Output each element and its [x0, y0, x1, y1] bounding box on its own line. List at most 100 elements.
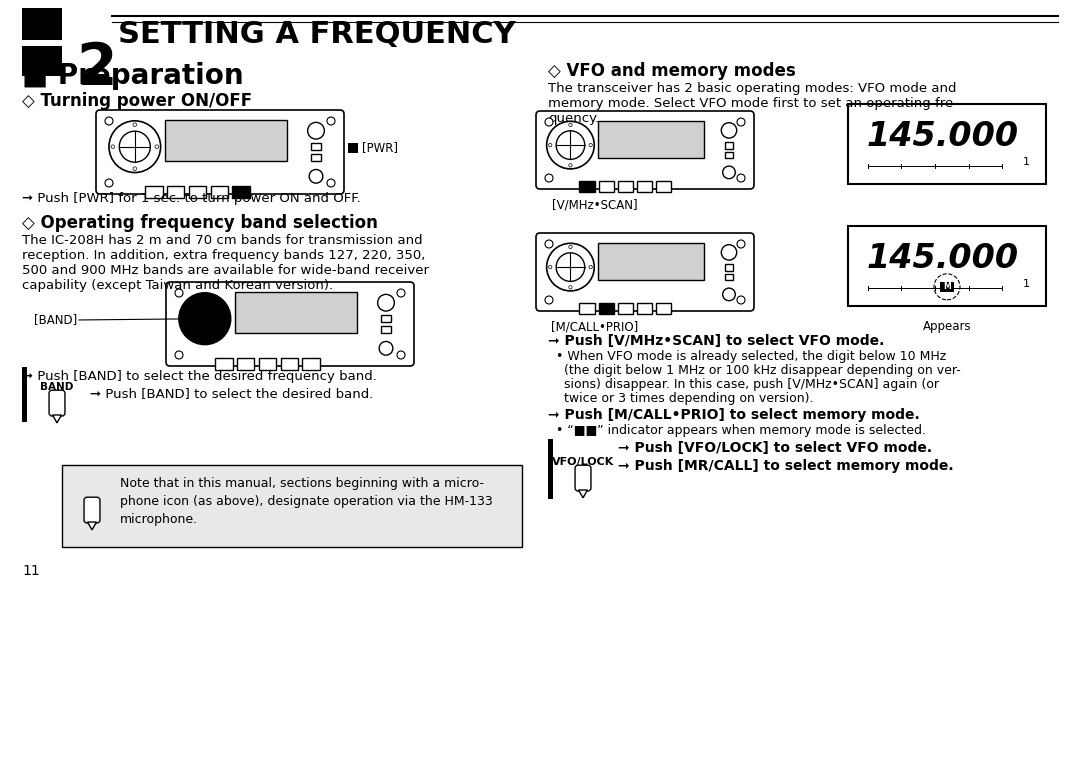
- Text: ➞ Push [V/MHz•SCAN] to select VFO mode.: ➞ Push [V/MHz•SCAN] to select VFO mode.: [548, 334, 885, 348]
- Circle shape: [723, 166, 735, 179]
- Bar: [234, 292, 357, 333]
- Circle shape: [308, 123, 324, 139]
- Bar: [232, 186, 249, 198]
- Circle shape: [133, 123, 136, 126]
- Text: phone icon (as above), designate operation via the HM-133: phone icon (as above), designate operati…: [120, 495, 492, 508]
- Circle shape: [556, 253, 584, 281]
- Text: ■ Preparation: ■ Preparation: [22, 62, 244, 90]
- Text: BAND: BAND: [40, 382, 73, 392]
- Text: • When VFO mode is already selected, the digit below 10 MHz: • When VFO mode is already selected, the…: [556, 350, 946, 363]
- Circle shape: [175, 351, 183, 359]
- Text: [V/MHz•SCAN]: [V/MHz•SCAN]: [552, 199, 637, 212]
- Text: (the digit below 1 MHz or 100 kHz disappear depending on ver-: (the digit below 1 MHz or 100 kHz disapp…: [556, 364, 961, 377]
- Text: Appears: Appears: [922, 320, 971, 333]
- Text: ➞ Push [MR/CALL] to select memory mode.: ➞ Push [MR/CALL] to select memory mode.: [618, 459, 954, 473]
- Text: quency.: quency.: [548, 112, 599, 125]
- Circle shape: [119, 131, 150, 162]
- Circle shape: [569, 123, 572, 126]
- Bar: [311, 143, 321, 150]
- Bar: [211, 186, 228, 198]
- Circle shape: [397, 289, 405, 297]
- Text: [BAND]: [BAND]: [33, 313, 78, 326]
- Circle shape: [545, 118, 553, 126]
- Bar: [215, 358, 232, 370]
- FancyBboxPatch shape: [166, 282, 414, 366]
- Circle shape: [378, 294, 394, 311]
- Text: ➞ Push [BAND] to select the desired band.: ➞ Push [BAND] to select the desired band…: [90, 388, 374, 401]
- Bar: [598, 303, 613, 314]
- Bar: [580, 181, 595, 192]
- Text: ➞ Push [VFO/LOCK] to select VFO mode.: ➞ Push [VFO/LOCK] to select VFO mode.: [618, 441, 932, 455]
- Text: The IC-208H has 2 m and 70 cm bands for transmission and: The IC-208H has 2 m and 70 cm bands for …: [22, 234, 422, 247]
- Text: reception. In addition, extra frequency bands 127, 220, 350,: reception. In addition, extra frequency …: [22, 249, 426, 262]
- Bar: [348, 143, 357, 153]
- Text: SETTING A FREQUENCY: SETTING A FREQUENCY: [118, 20, 515, 49]
- Bar: [22, 8, 62, 40]
- Text: 11: 11: [22, 564, 40, 578]
- Circle shape: [723, 288, 735, 301]
- Circle shape: [111, 145, 114, 149]
- Circle shape: [105, 179, 113, 187]
- Circle shape: [545, 296, 553, 304]
- Text: M: M: [943, 282, 950, 291]
- Bar: [637, 303, 652, 314]
- Bar: [618, 303, 633, 314]
- Circle shape: [737, 118, 745, 126]
- Circle shape: [133, 167, 136, 171]
- Text: 1: 1: [1023, 279, 1029, 289]
- Text: memory mode. Select VFO mode first to set an operating fre-: memory mode. Select VFO mode first to se…: [548, 97, 958, 110]
- Circle shape: [109, 121, 161, 172]
- Circle shape: [569, 164, 572, 167]
- Circle shape: [546, 243, 594, 291]
- Bar: [548, 439, 553, 499]
- Circle shape: [737, 296, 745, 304]
- Text: 500 and 900 MHz bands are available for wide-band receiver: 500 and 900 MHz bands are available for …: [22, 264, 429, 277]
- Circle shape: [737, 240, 745, 248]
- Text: [PWR]: [PWR]: [362, 142, 399, 155]
- Bar: [848, 104, 1047, 184]
- Circle shape: [379, 341, 393, 355]
- Circle shape: [737, 174, 745, 182]
- Circle shape: [545, 240, 553, 248]
- Bar: [22, 367, 27, 422]
- Bar: [725, 152, 733, 158]
- Text: Note that in this manual, sections beginning with a micro-: Note that in this manual, sections begin…: [120, 477, 484, 490]
- Circle shape: [179, 293, 231, 344]
- Text: ➞ Push [PWR] for 1 sec. to turn power ON and OFF.: ➞ Push [PWR] for 1 sec. to turn power ON…: [22, 192, 361, 205]
- Bar: [302, 358, 320, 370]
- Circle shape: [569, 245, 572, 248]
- Circle shape: [175, 289, 183, 297]
- Bar: [281, 358, 298, 370]
- Text: ◇ Turning power ON/OFF: ◇ Turning power ON/OFF: [22, 92, 252, 110]
- Bar: [164, 120, 287, 161]
- Bar: [656, 181, 672, 192]
- Circle shape: [309, 169, 323, 183]
- Bar: [725, 264, 733, 271]
- Polygon shape: [87, 522, 96, 530]
- Circle shape: [589, 265, 592, 269]
- Circle shape: [154, 145, 159, 149]
- Circle shape: [569, 286, 572, 289]
- Bar: [381, 315, 391, 322]
- FancyBboxPatch shape: [536, 111, 754, 189]
- Bar: [725, 274, 733, 280]
- FancyBboxPatch shape: [536, 233, 754, 311]
- Circle shape: [327, 179, 335, 187]
- Text: sions) disappear. In this case, push [V/MHz•SCAN] again (or: sions) disappear. In this case, push [V/…: [556, 378, 939, 391]
- Circle shape: [105, 117, 113, 125]
- Bar: [940, 282, 954, 292]
- Text: [M/CALL•PRIO]: [M/CALL•PRIO]: [551, 321, 638, 334]
- Bar: [311, 154, 321, 161]
- Circle shape: [545, 174, 553, 182]
- Text: microphone.: microphone.: [120, 513, 198, 526]
- Bar: [580, 303, 595, 314]
- Bar: [618, 181, 633, 192]
- Bar: [381, 326, 391, 333]
- Bar: [637, 181, 652, 192]
- FancyBboxPatch shape: [49, 390, 65, 416]
- Text: 145.000: 145.000: [867, 242, 1020, 274]
- Bar: [259, 358, 276, 370]
- FancyBboxPatch shape: [575, 465, 591, 491]
- Text: twice or 3 times depending on version).: twice or 3 times depending on version).: [556, 392, 813, 405]
- Text: The transceiver has 2 basic operating modes: VFO mode and: The transceiver has 2 basic operating mo…: [548, 82, 957, 95]
